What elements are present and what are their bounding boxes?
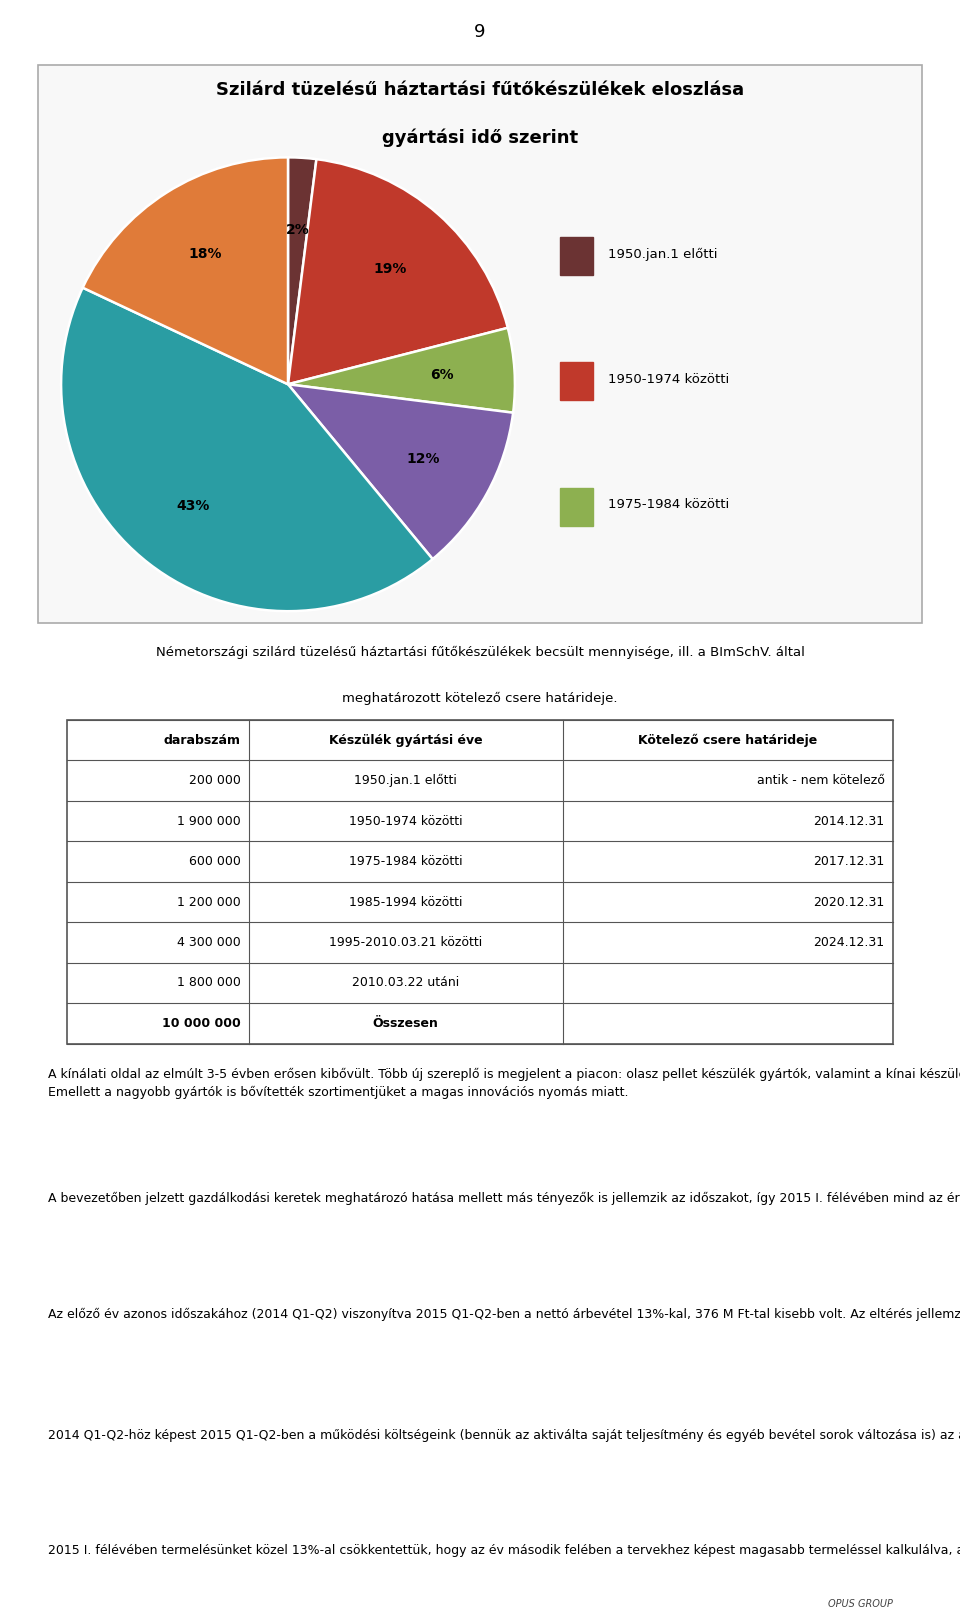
Bar	[561, 236, 593, 275]
Wedge shape	[288, 385, 513, 560]
Text: A bevezetőben jelzett gazdálkodási keretek meghatározó hatása mellett más tényez: A bevezetőben jelzett gazdálkodási keret…	[48, 1192, 960, 1205]
Text: 2014.12.31: 2014.12.31	[813, 814, 884, 828]
Text: Összesen: Összesen	[372, 1016, 439, 1031]
Text: 200 000: 200 000	[189, 773, 241, 788]
Text: 2024.12.31: 2024.12.31	[813, 935, 884, 950]
Text: OPUS GROUP: OPUS GROUP	[828, 1599, 893, 1608]
Text: Szilárd tüzelésű háztartási fűtőkészülékek eloszlása: Szilárd tüzelésű háztartási fűtőkészülék…	[216, 81, 744, 99]
Text: 18%: 18%	[188, 248, 222, 260]
Text: Készülék gyártási éve: Készülék gyártási éve	[329, 733, 483, 748]
Text: 600 000: 600 000	[189, 854, 241, 869]
Text: 1950-1974 közötti: 1950-1974 közötti	[348, 814, 463, 828]
Text: 2015 I. félévében termelésünket közel 13%-al csökkentettük, hogy az év második f: 2015 I. félévében termelésünket közel 13…	[48, 1544, 960, 1557]
Text: 1995-2010.03.21 közötti: 1995-2010.03.21 közötti	[329, 935, 482, 950]
Text: 2014 Q1-Q2-höz képest 2015 Q1-Q2-ben a működési költségeink (bennük az aktiválta: 2014 Q1-Q2-höz képest 2015 Q1-Q2-ben a m…	[48, 1429, 960, 1442]
Wedge shape	[61, 288, 433, 612]
Text: 6%: 6%	[430, 367, 454, 382]
Text: Az előző év azonos időszakához (2014 Q1-Q2) viszonyítva 2015 Q1-Q2-ben a nettó á: Az előző év azonos időszakához (2014 Q1-…	[48, 1307, 960, 1320]
Text: Kötelező csere határideje: Kötelező csere határideje	[638, 733, 817, 748]
Text: meghatározott kötelező csere határideje.: meghatározott kötelező csere határideje.	[343, 693, 617, 705]
Bar	[561, 362, 593, 400]
Text: 4 300 000: 4 300 000	[177, 935, 241, 950]
Wedge shape	[288, 328, 515, 413]
Text: 1975-1984 közötti: 1975-1984 közötti	[348, 854, 463, 869]
Bar	[561, 489, 593, 526]
Text: 1 900 000: 1 900 000	[177, 814, 241, 828]
Text: A kínálati oldal az elmúlt 3-5 évben erősen kibővült. Több új szereplő is megjel: A kínálati oldal az elmúlt 3-5 évben erő…	[48, 1068, 960, 1099]
Text: 1985-1994 közötti: 1985-1994 közötti	[348, 895, 463, 909]
Text: Németországi szilárd tüzelésű háztartási fűtőkészülékek becsült mennyisége, ill.: Németországi szilárd tüzelésű háztartási…	[156, 646, 804, 659]
Text: gyártási idő szerint: gyártási idő szerint	[382, 128, 578, 147]
Text: darabszám: darabszám	[163, 733, 241, 748]
Text: 12%: 12%	[406, 451, 440, 466]
Wedge shape	[288, 157, 317, 385]
Text: antik - nem kötelező: antik - nem kötelező	[756, 773, 884, 788]
Wedge shape	[288, 159, 508, 385]
Text: 2020.12.31: 2020.12.31	[813, 895, 884, 909]
Text: 1 200 000: 1 200 000	[177, 895, 241, 909]
Text: 2017.12.31: 2017.12.31	[813, 854, 884, 869]
Text: 2010.03.22 utáni: 2010.03.22 utáni	[352, 976, 459, 990]
Text: 1 800 000: 1 800 000	[177, 976, 241, 990]
Text: 1975-1984 közötti: 1975-1984 közötti	[608, 498, 730, 511]
Text: 43%: 43%	[177, 500, 210, 513]
Text: 1950.jan.1 előtti: 1950.jan.1 előtti	[354, 773, 457, 788]
Text: 1950-1974 közötti: 1950-1974 közötti	[608, 374, 730, 387]
Text: 19%: 19%	[373, 262, 407, 275]
Text: 1950.jan.1 előtti: 1950.jan.1 előtti	[608, 248, 717, 260]
Text: 9: 9	[474, 23, 486, 42]
Text: 10 000 000: 10 000 000	[162, 1016, 241, 1031]
Text: 2%: 2%	[286, 223, 309, 238]
Wedge shape	[83, 157, 288, 385]
